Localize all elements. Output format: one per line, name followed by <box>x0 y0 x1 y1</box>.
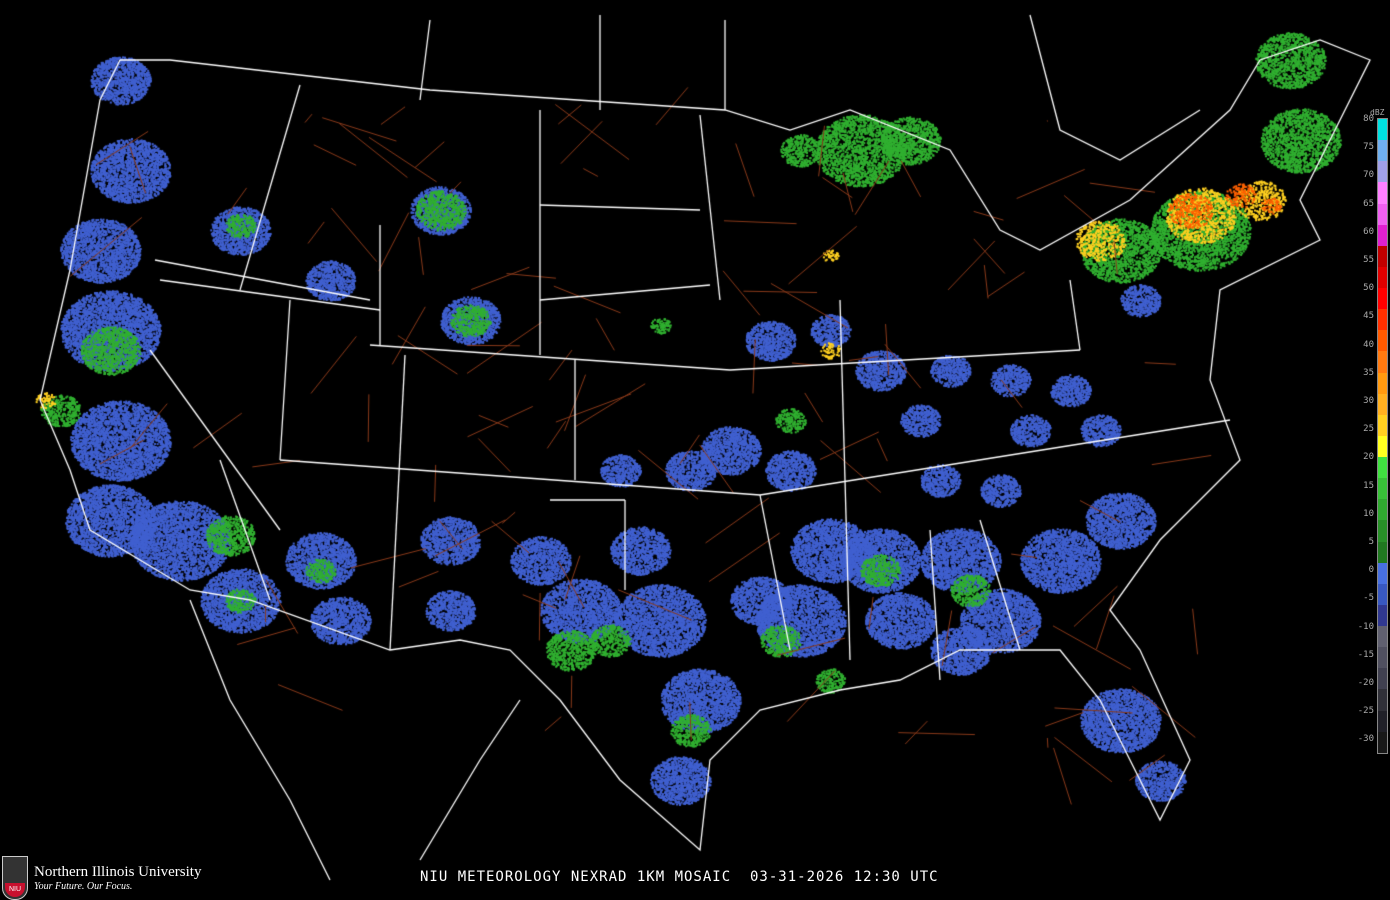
legend-label: -25 <box>1357 706 1374 717</box>
legend-color-segment <box>1378 140 1387 162</box>
legend-color-segment <box>1378 731 1387 753</box>
niu-shield-icon: NIU <box>2 856 28 900</box>
legend-color-segment <box>1378 309 1387 331</box>
legend-color-segment <box>1378 161 1387 183</box>
logo-name: Northern Illinois University <box>34 864 202 880</box>
legend-unit: dBZ <box>1370 108 1385 117</box>
legend-color-segment <box>1378 224 1387 246</box>
legend-label: 45 <box>1363 311 1374 322</box>
legend-color-segment <box>1378 689 1387 711</box>
legend-label: 0 <box>1368 565 1374 576</box>
legend-color-segment <box>1378 330 1387 352</box>
legend-color-segment <box>1378 541 1387 563</box>
legend-label: 10 <box>1363 508 1374 519</box>
legend-label: 50 <box>1363 283 1374 294</box>
legend-color-segment <box>1378 626 1387 648</box>
legend-color-segment <box>1378 478 1387 500</box>
legend-color-segment <box>1378 457 1387 479</box>
legend-label: 5 <box>1368 537 1374 547</box>
legend-label: 35 <box>1363 367 1374 378</box>
legend-color-segment <box>1378 203 1387 225</box>
legend-color-segment <box>1378 710 1387 732</box>
legend-color-segment <box>1378 351 1387 373</box>
legend-label: 25 <box>1363 424 1374 435</box>
legend-label: 55 <box>1363 255 1374 265</box>
legend-color-segment <box>1378 119 1387 141</box>
legend-label: -10 <box>1357 621 1374 632</box>
legend-color-segment <box>1378 562 1387 584</box>
legend-color-segment <box>1378 182 1387 204</box>
legend-label: 70 <box>1363 170 1374 181</box>
dbz-color-legend <box>1377 118 1388 754</box>
legend-label: 20 <box>1363 452 1374 463</box>
legend-label: 65 <box>1363 198 1374 209</box>
legend-label: -5 <box>1363 593 1374 604</box>
legend-label: 80 <box>1363 114 1374 124</box>
legend-color-segment <box>1378 435 1387 457</box>
legend-color-segment <box>1378 499 1387 521</box>
legend-color-segment <box>1378 583 1387 605</box>
legend-color-segment <box>1378 266 1387 288</box>
logo-tagline: Your Future. Our Focus. <box>34 881 133 892</box>
legend-color-segment <box>1378 245 1387 267</box>
legend-color-segment <box>1378 604 1387 626</box>
legend-label: 15 <box>1363 480 1374 491</box>
legend-color-segment <box>1378 668 1387 690</box>
legend-label: 30 <box>1363 396 1374 406</box>
legend-color-segment <box>1378 372 1387 394</box>
legend-label: -30 <box>1357 734 1374 745</box>
map-caption: NIU METEOROLOGY NEXRAD 1KM MOSAIC 03-31-… <box>420 869 939 885</box>
legend-color-segment <box>1378 647 1387 669</box>
legend-label: 75 <box>1363 142 1374 153</box>
legend-label: 40 <box>1363 339 1374 350</box>
legend-color-segment <box>1378 393 1387 415</box>
legend-color-segment <box>1378 520 1387 542</box>
legend-color-segment <box>1378 288 1387 310</box>
legend-label: -15 <box>1357 649 1374 660</box>
niu-logo: NIU Northern Illinois University Your Fu… <box>2 856 201 900</box>
legend-label: 60 <box>1363 226 1374 237</box>
legend-color-segment <box>1378 414 1387 436</box>
legend-label: -20 <box>1357 678 1374 688</box>
